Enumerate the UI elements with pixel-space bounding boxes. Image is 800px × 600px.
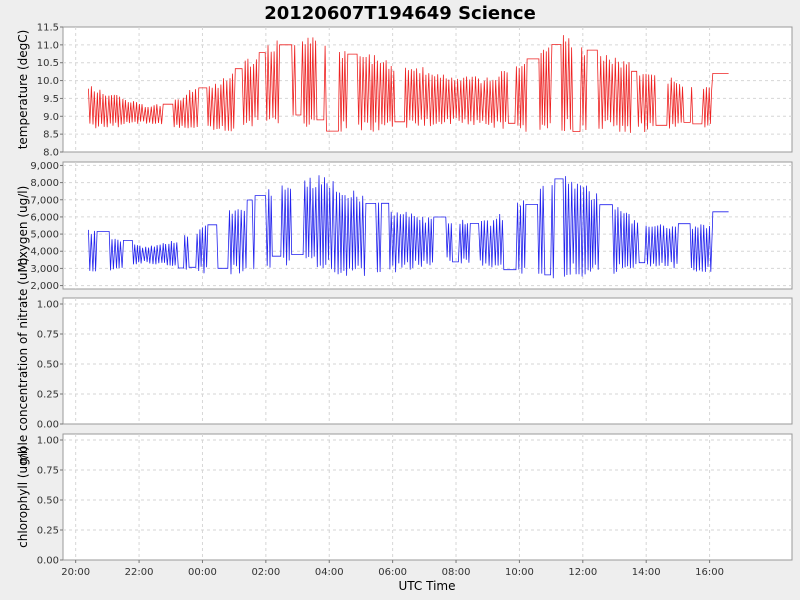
y-tick-label: 6,000 [30,212,59,223]
y-tick-label: 8,000 [30,178,59,189]
x-tick-label: 14:00 [632,567,661,578]
x-tick-label: 06:00 [378,567,407,578]
chart-title: 20120607T194649 Science [264,3,536,24]
y-tick-label: 0.25 [37,526,59,537]
x-tick-label: 04:00 [315,567,344,578]
panel-1: 8.0 8.5 9.0 9.5 10.0 10.5 11.0 11.5 temperature … [16,23,793,159]
y-tick-label: 1.00 [37,300,59,311]
x-tick-label: 00:00 [188,567,217,578]
x-tick-label: 02:00 [251,567,280,578]
y-axis-label-1: temperature (degC) [16,30,30,150]
y-tick-label: 8.0 [43,148,59,159]
plot-area-4 [62,433,793,561]
y-tick-label: 11.0 [37,40,59,51]
y-axis-label-3: mole concentration of nitrate (uM) [16,257,30,464]
y-tick-label: 2,000 [30,281,59,292]
panels-group: 8.0 8.5 9.0 9.5 10.0 10.5 11.0 11.5 temperature … [16,23,793,567]
x-tick-label: 22:00 [125,567,154,578]
plot-area-3 [62,297,793,425]
x-tick-label: 10:00 [505,567,534,578]
y-axis-label-4: chlorophyll (ug/l) [16,446,30,548]
y-tick-label: 9.5 [43,94,59,105]
y-tick-label: 9.0 [43,112,59,123]
y-tick-label: 0.75 [37,466,59,477]
y-tick-label: 0.25 [37,390,59,401]
x-tick-label: 16:00 [695,567,724,578]
x-axis-label: UTC Time [399,579,456,593]
y-tick-label: 0.50 [37,496,59,507]
y-tick-label: 8.5 [43,130,59,141]
series-line-2 [88,175,729,279]
y-tick-label: 9,000 [30,161,59,172]
plot-area-2 [62,161,793,290]
panel-3: 0.00 0.25 0.50 0.75 1.00 mole concentration o… [16,257,793,465]
y-tick-label: 7,000 [30,195,59,206]
y-tick-label: 0.00 [37,420,59,431]
x-tick-label: 08:00 [442,567,471,578]
panel-4: 0.00 0.25 0.50 0.75 1.00 chlorophyll (ug/l) [16,433,793,567]
x-tick-label: 12:00 [568,567,597,578]
y-tick-label: 1.00 [37,436,59,447]
x-tick-label: 20:00 [61,567,90,578]
y-tick-label: 10.5 [37,58,59,69]
y-tick-label: 4,000 [30,247,59,258]
series-line-1 [88,35,729,133]
y-tick-label: 5,000 [30,230,59,241]
y-axis-label-2: oxygen (ug/l) [16,186,30,266]
y-tick-label: 11.5 [37,23,59,34]
y-tick-label: 0.50 [37,360,59,371]
x-axis: 20:00 22:00 00:00 02:00 04:00 06:00 08:00 10:00… [61,560,724,578]
y-tick-label: 3,000 [30,264,59,275]
panel-2: 2,000 3,000 4,000 5,000 6,000 7,000 8,000 9,000… [16,161,793,292]
y-tick-label: 0.75 [37,330,59,341]
y-tick-label: 0.00 [37,556,59,567]
y-tick-label: 10.0 [37,76,59,87]
